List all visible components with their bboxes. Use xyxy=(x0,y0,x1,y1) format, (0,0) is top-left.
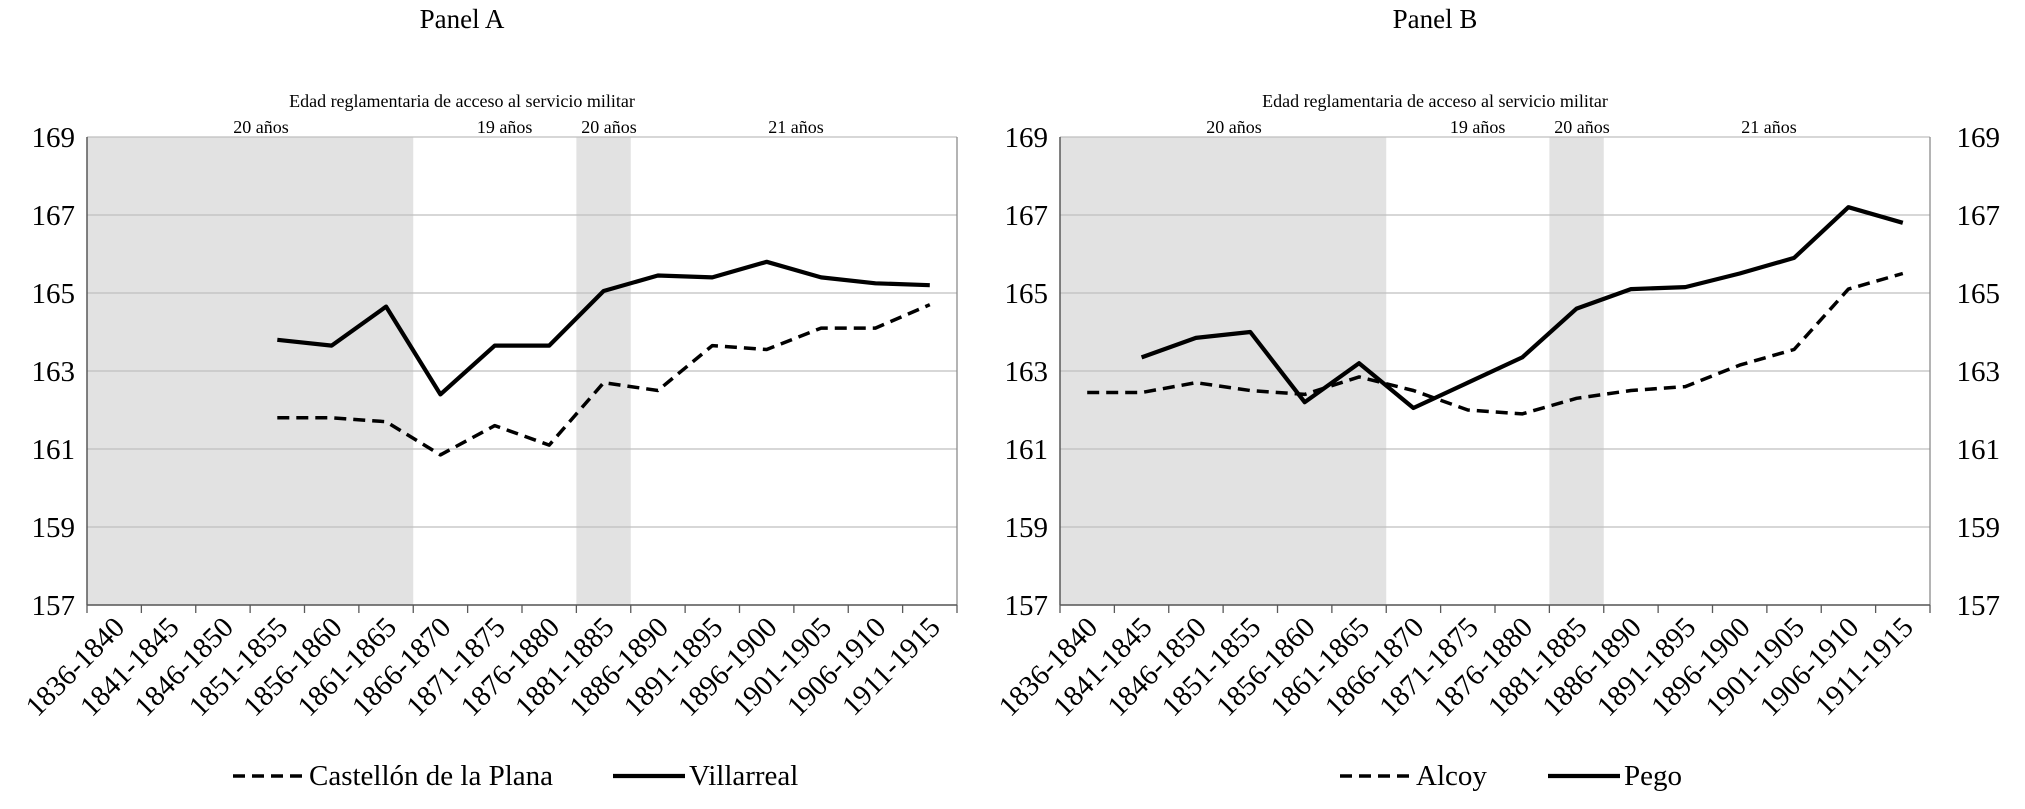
y-tick-label: 159 xyxy=(32,512,76,544)
y-tick-label: 157 xyxy=(1005,590,1049,622)
y-tick-label: 169 xyxy=(32,122,76,154)
y-tick-label-right: 161 xyxy=(1957,434,2001,466)
legend-label: Castellón de la Plana xyxy=(309,760,553,792)
y-tick-label: 169 xyxy=(1005,122,1049,154)
panel-title: Panel A xyxy=(420,4,505,34)
y-tick-label-right: 167 xyxy=(1957,200,2001,232)
y-tick-label-right: 157 xyxy=(1957,590,2001,622)
period-label: 21 años xyxy=(1741,117,1797,137)
period-label: 20 años xyxy=(1554,117,1610,137)
series-line-2 xyxy=(1140,205,1904,411)
legend-label: Alcoy xyxy=(1416,760,1487,792)
y-tick-label-right: 165 xyxy=(1957,278,2001,310)
panel-title: Panel B xyxy=(1393,4,1478,34)
y-tick-label-right: 163 xyxy=(1957,356,2001,388)
period-label: 20 años xyxy=(1206,117,1262,137)
y-tick-label-right: 169 xyxy=(1957,122,2001,154)
series-line-1 xyxy=(1087,271,1904,416)
y-tick-label: 165 xyxy=(32,278,76,310)
y-tick-label: 161 xyxy=(1005,434,1049,466)
period-label: 20 años xyxy=(581,117,637,137)
period-label: 19 años xyxy=(477,117,533,137)
legend-label: Pego xyxy=(1624,760,1682,792)
band-title: Edad reglamentaria de acceso al servicio… xyxy=(289,91,635,111)
band-title: Edad reglamentaria de acceso al servicio… xyxy=(1262,91,1608,111)
y-tick-label: 167 xyxy=(32,200,76,232)
y-tick-label: 157 xyxy=(32,590,76,622)
y-tick-label: 161 xyxy=(32,434,76,466)
y-tick-label: 163 xyxy=(1005,356,1049,388)
chart-panel-1: 1571591611631651671691836-18401841-18451… xyxy=(20,4,958,792)
period-label: 19 años xyxy=(1450,117,1506,137)
y-tick-label: 159 xyxy=(1005,512,1049,544)
legend-label: Villarreal xyxy=(689,760,798,792)
series-line-1 xyxy=(277,303,931,457)
y-tick-label: 163 xyxy=(32,356,76,388)
y-tick-label: 165 xyxy=(1005,278,1049,310)
chart-panel-2: 157 157 159 159 161 161 163 163 165 165 167 167 169 1… xyxy=(993,4,2000,792)
series-line-2 xyxy=(277,259,930,397)
period-label: 21 años xyxy=(768,117,824,137)
y-tick-label: 167 xyxy=(1005,200,1049,232)
y-tick-label-right: 159 xyxy=(1957,512,2001,544)
period-label: 20 años xyxy=(233,117,289,137)
